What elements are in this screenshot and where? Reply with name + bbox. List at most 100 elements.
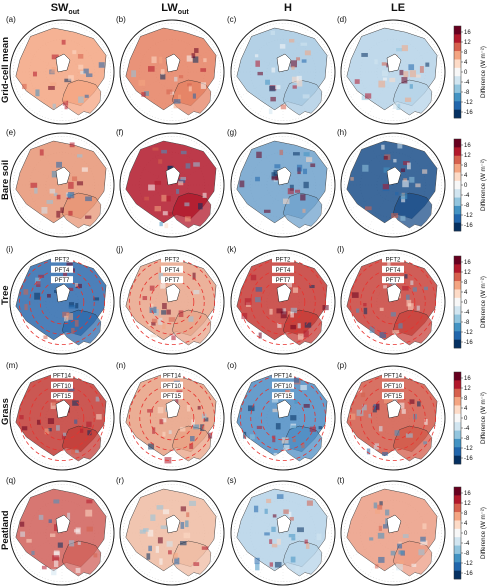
pft-ring bbox=[128, 374, 216, 462]
colorbar-segment bbox=[454, 339, 461, 349]
map-panel bbox=[340, 480, 446, 586]
colorbar-title: Difference (W m⁻²) bbox=[480, 276, 487, 328]
pft-label: PFT15 bbox=[274, 394, 293, 400]
colorbar-segment bbox=[454, 289, 461, 299]
colorbar-title: Difference (W m⁻²) bbox=[480, 46, 487, 98]
pft-label: PFT14 bbox=[163, 373, 182, 379]
colorbar-tick-label: -12 bbox=[464, 100, 473, 106]
colorbar-tick-label: 16 bbox=[464, 143, 471, 149]
panel-label: (r) bbox=[116, 476, 124, 485]
panel-label: (a) bbox=[6, 15, 16, 24]
colorbar-tick-label: 12 bbox=[464, 386, 471, 392]
pft-label: PFT10 bbox=[274, 384, 293, 390]
pft-ring bbox=[260, 395, 306, 441]
map-panel bbox=[340, 19, 446, 125]
colorbar-tick-label: -8 bbox=[464, 320, 470, 326]
pft-label: PFT14 bbox=[384, 373, 403, 379]
pft-ring bbox=[370, 395, 416, 441]
pft-label: PFT15 bbox=[384, 394, 403, 400]
colorbar-tick-label: 0 bbox=[464, 70, 468, 76]
colorbar-tick-label: 4 bbox=[464, 290, 468, 296]
colorbar-segment bbox=[454, 430, 461, 440]
colorbar-segment bbox=[454, 109, 461, 119]
pft-ring bbox=[349, 374, 437, 462]
panel-label: (c) bbox=[227, 15, 237, 24]
pft-label: PFT7 bbox=[165, 278, 180, 284]
pft-ring bbox=[239, 374, 327, 462]
colorbar-title: Difference (W m⁻²) bbox=[480, 507, 487, 559]
colorbar-tick-label: 0 bbox=[464, 183, 468, 189]
pft-label: PFT7 bbox=[55, 278, 70, 284]
colorbar-segment bbox=[454, 397, 461, 406]
colorbar-segment bbox=[454, 256, 461, 265]
colorbar-segment bbox=[454, 520, 461, 530]
colorbar-title: Difference (W m⁻²) bbox=[480, 159, 487, 211]
colorbar-tick-label: 4 bbox=[464, 406, 468, 412]
colorbar-segment bbox=[454, 180, 461, 190]
pft-ring bbox=[360, 385, 426, 451]
colorbar-tick-label: 0 bbox=[464, 300, 468, 306]
column-header-lw-out: LWout bbox=[161, 2, 189, 17]
map-panel bbox=[9, 19, 115, 125]
map-panel bbox=[119, 480, 225, 586]
colorbar-segment bbox=[454, 222, 461, 232]
colorbar-tick-label: 8 bbox=[464, 396, 468, 402]
colorbar-segment bbox=[454, 503, 461, 513]
colorbar-segment bbox=[454, 59, 461, 69]
colorbar-segment bbox=[454, 372, 461, 381]
colorbar-tick-label: -4 bbox=[464, 310, 470, 316]
colorbar-tick-label: 4 bbox=[464, 521, 468, 527]
colorbar-segment bbox=[454, 281, 461, 290]
column-header-sw-out: SWout bbox=[50, 2, 80, 17]
pft-label: PFT4 bbox=[55, 268, 70, 274]
colorbar-tick-label: -16 bbox=[464, 223, 473, 229]
map-panel bbox=[9, 480, 115, 586]
colorbar-tick-label: -4 bbox=[464, 193, 470, 199]
panel-label: (q) bbox=[6, 476, 16, 485]
pft-label: PFT14 bbox=[274, 373, 293, 379]
map-panel bbox=[119, 19, 225, 125]
map-panel: PFT14 PFT10 PFT15 bbox=[9, 365, 115, 471]
colorbar-segment bbox=[454, 380, 461, 390]
colorbar-segment bbox=[454, 205, 461, 215]
colorbar-segment bbox=[454, 51, 461, 60]
colorbar-segment bbox=[454, 84, 461, 94]
panel-label: (e) bbox=[6, 128, 16, 137]
colorbar-tick-label: -16 bbox=[464, 456, 473, 462]
panel-label: (h) bbox=[337, 128, 347, 137]
colorbar-segment bbox=[454, 76, 461, 85]
colorbar-tick-label: -12 bbox=[464, 446, 473, 452]
colorbar-tick-label: -4 bbox=[464, 426, 470, 432]
panel-label: (k) bbox=[227, 245, 237, 254]
colorbar-tick-label: -4 bbox=[464, 80, 470, 86]
colorbar-segment bbox=[454, 495, 461, 505]
colorbar-segment bbox=[454, 537, 461, 546]
panel-label: (p) bbox=[337, 361, 347, 370]
colorbar-tick-label: 16 bbox=[464, 376, 471, 382]
colorbar-segment bbox=[454, 172, 461, 182]
pft-ring bbox=[128, 258, 216, 346]
colorbar-tick-label: 0 bbox=[464, 531, 468, 537]
colorbar-tick-label: 8 bbox=[464, 50, 468, 56]
colorbar-segment bbox=[454, 155, 461, 165]
panel-label: (b) bbox=[116, 15, 126, 24]
colorbar-segment bbox=[454, 562, 461, 571]
map-panel bbox=[119, 132, 225, 238]
panel-label: (n) bbox=[116, 361, 126, 370]
colorbar-segment bbox=[454, 447, 461, 456]
colorbar-tick-label: -16 bbox=[464, 110, 473, 116]
panel-label: (i) bbox=[6, 245, 13, 254]
panel-label: (s) bbox=[227, 476, 237, 485]
colorbar-tick-label: 16 bbox=[464, 260, 471, 266]
colorbar-segment bbox=[454, 67, 461, 77]
colorbar-tick-label: 16 bbox=[464, 30, 471, 36]
colorbar-segment bbox=[454, 272, 461, 282]
colorbar-tick-label: 4 bbox=[464, 60, 468, 66]
map-panel: PFT2 PFT4 PFT7 bbox=[9, 249, 115, 355]
pft-ring bbox=[39, 279, 85, 325]
map-panel bbox=[230, 480, 336, 586]
colorbar-segment bbox=[454, 422, 461, 431]
panel-label: (l) bbox=[337, 245, 344, 254]
colorbar-segment bbox=[454, 264, 461, 274]
panel-label: (o) bbox=[227, 361, 237, 370]
